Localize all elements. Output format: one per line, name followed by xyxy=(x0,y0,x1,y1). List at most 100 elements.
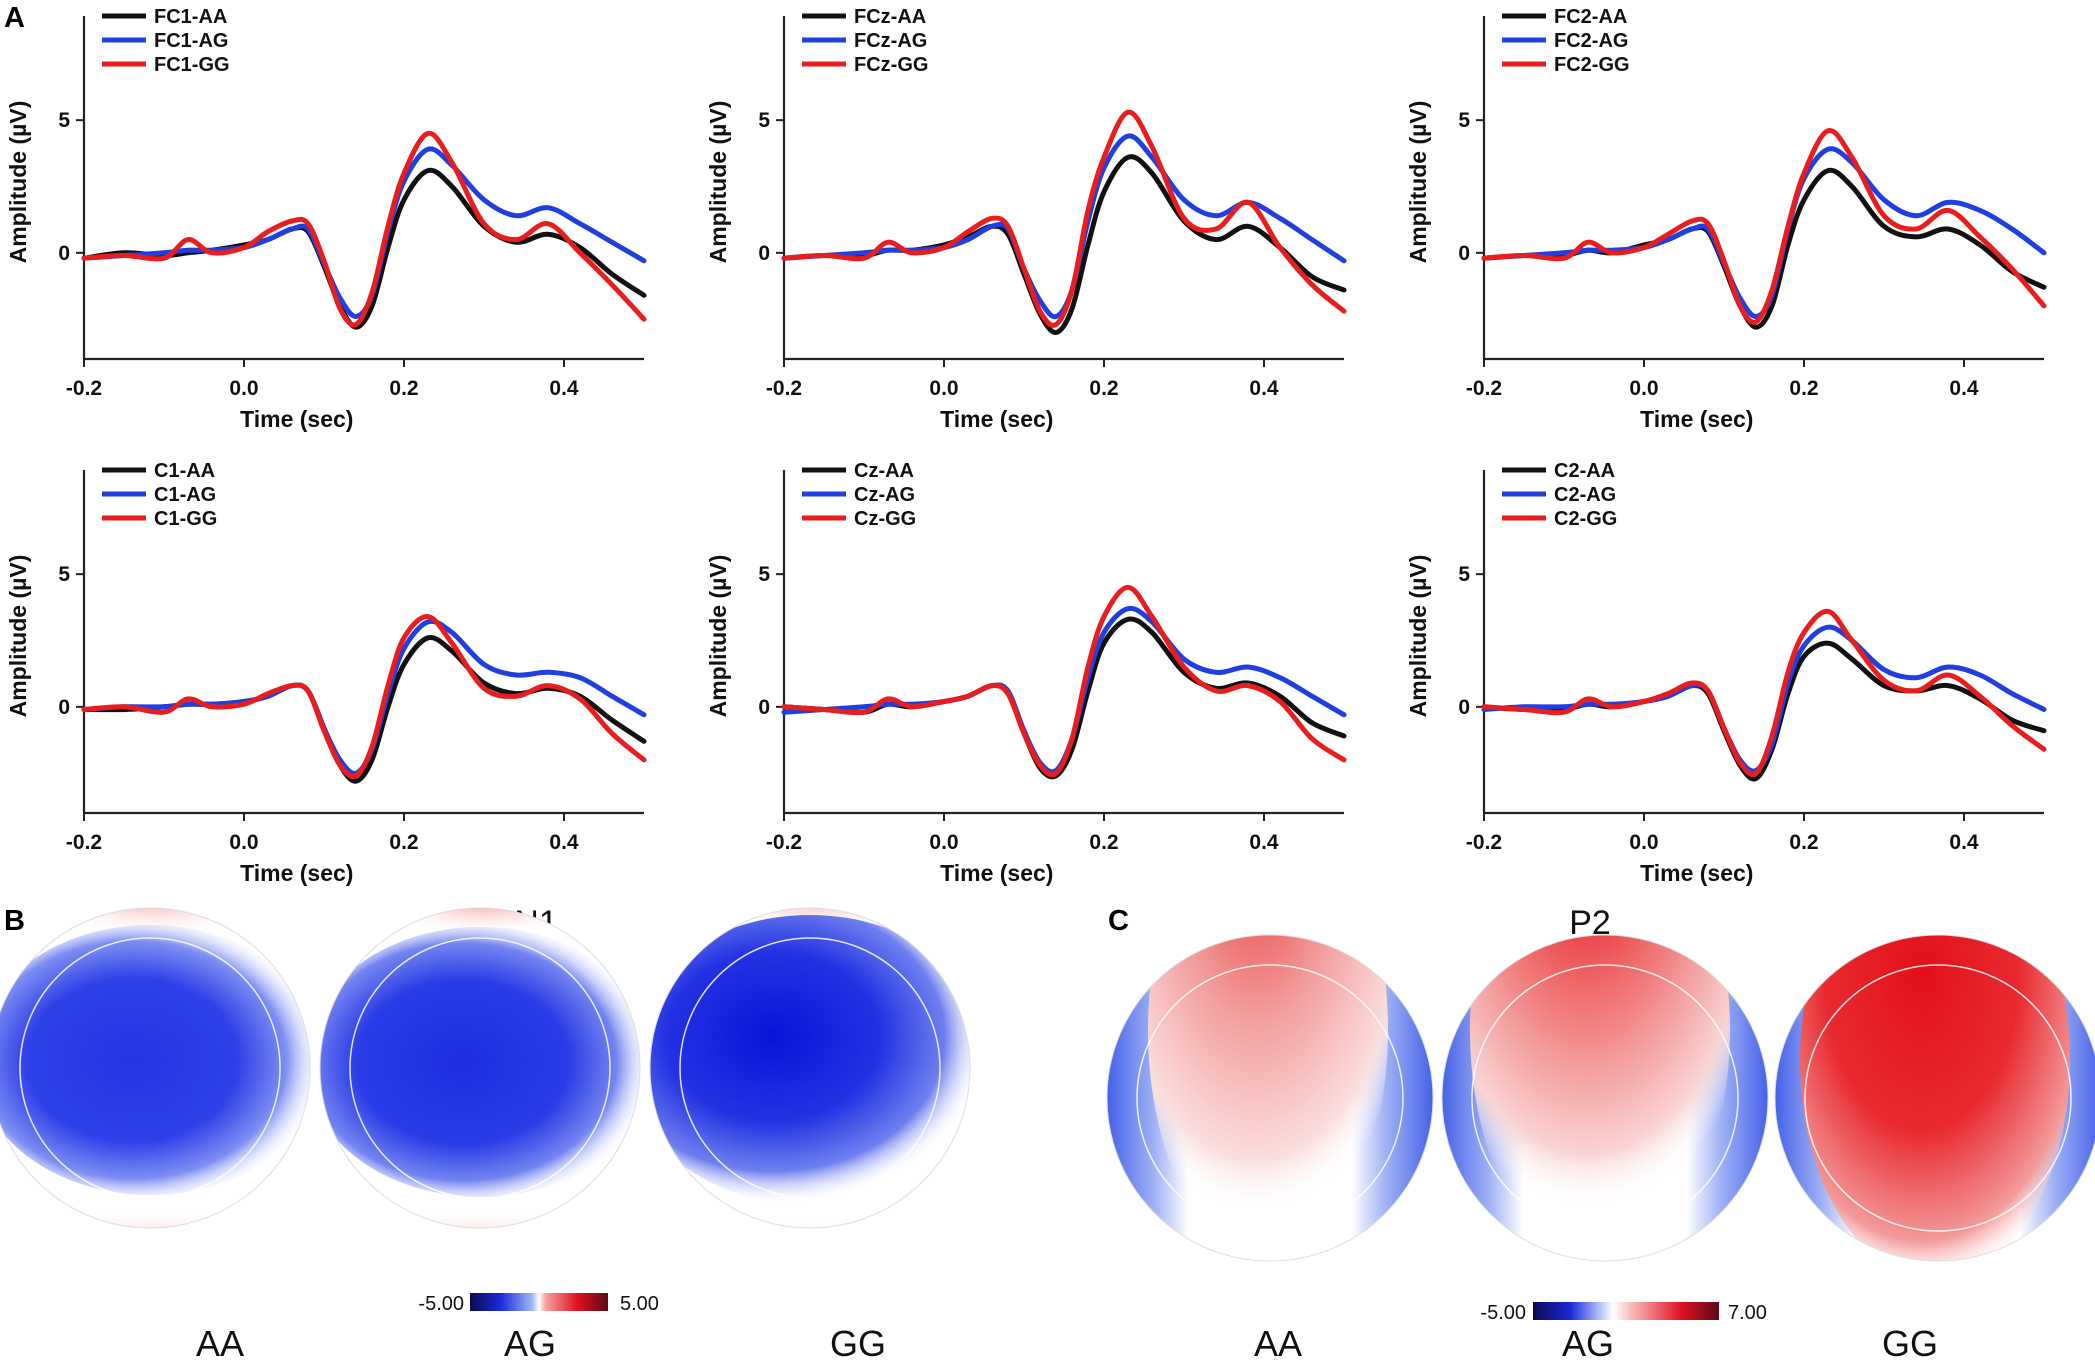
y-tick-label: 5 xyxy=(1458,109,1470,132)
series-line-fc1-aa xyxy=(81,167,647,330)
series-line-fc2-gg xyxy=(1481,128,2047,325)
x-tick-label: 0.0 xyxy=(929,831,958,854)
topomap-p2-label-ag: AG xyxy=(1562,1323,1614,1360)
legend-label: FC1-AA xyxy=(154,6,227,28)
x-tick-label: 0.4 xyxy=(549,377,579,400)
legend-label: FCz-AG xyxy=(854,30,927,52)
x-axis-title: Time (sec) xyxy=(240,406,353,432)
y-tick-label: 0 xyxy=(1458,242,1470,265)
x-tick-label: -0.2 xyxy=(66,377,102,400)
colorbar-p2-max: 7.00 xyxy=(1728,1302,1767,1324)
y-tick-label: 5 xyxy=(758,109,770,132)
legend-label: Cz-AG xyxy=(854,484,915,506)
legend-label: FC2-GG xyxy=(1554,54,1630,76)
x-tick-label: 0.4 xyxy=(1949,831,1979,854)
erp-chart-fcz: -0.2 0.0 0.2 0.4 0 5 Time (sec) Amplitude (µV) F… xyxy=(705,6,1347,432)
x-tick-label: 0.2 xyxy=(389,831,418,854)
x-tick-label: 0.2 xyxy=(389,377,418,400)
legend-label: C1-AA xyxy=(154,460,215,482)
series-line-cz-gg xyxy=(781,584,1347,778)
erp-chart-c1: -0.2 0.0 0.2 0.4 0 5 Time (sec) Amplitude (µV) C… xyxy=(5,460,647,886)
legend-label: C1-AG xyxy=(154,484,216,506)
x-tick-label: -0.2 xyxy=(766,831,802,854)
colorbar-p2-min: -5.00 xyxy=(1480,1302,1526,1324)
topomap-p2-head-ag xyxy=(1442,935,1768,1261)
x-tick-label: 0.2 xyxy=(1089,831,1118,854)
legend-label: FC1-AG xyxy=(154,30,228,52)
colorbar-n1-min: -5.00 xyxy=(418,1293,464,1315)
topomap-n1-label-ag: AG xyxy=(504,1323,556,1360)
x-tick-label: -0.2 xyxy=(66,831,102,854)
legend-label: FCz-GG xyxy=(854,54,928,76)
x-tick-label: 0.0 xyxy=(229,831,258,854)
topomap-p2-head-gg xyxy=(1775,935,2095,1261)
legend-label: FC2-AG xyxy=(1554,30,1628,52)
y-tick-label: 0 xyxy=(1458,696,1470,719)
series-line-fcz-gg xyxy=(781,109,1347,328)
legend-label: C2-AG xyxy=(1554,484,1616,506)
erp-charts: -0.2 0.0 0.2 0.4 0 5 Time (sec) Amplitude (µV) F… xyxy=(5,6,2047,886)
y-axis-title: Amplitude (µV) xyxy=(705,101,731,264)
legend-label: C1-GG xyxy=(154,508,217,530)
x-tick-label: 0.2 xyxy=(1089,377,1118,400)
y-axis-title: Amplitude (µV) xyxy=(5,101,31,264)
x-tick-label: 0.0 xyxy=(1629,377,1658,400)
legend-label: Cz-AA xyxy=(854,460,914,482)
x-tick-label: 0.0 xyxy=(229,377,258,400)
series-line-c1-ag xyxy=(81,618,647,776)
x-tick-label: 0.0 xyxy=(929,377,958,400)
x-tick-label: 0.4 xyxy=(1949,377,1979,400)
series-line-c1-gg xyxy=(81,614,647,780)
y-tick-label: 5 xyxy=(758,563,770,586)
y-tick-label: 5 xyxy=(1458,563,1470,586)
panel-label-c: C xyxy=(1108,905,1129,937)
legend-label: FCz-AA xyxy=(854,6,926,28)
x-tick-label: 0.2 xyxy=(1789,831,1818,854)
topomap-n1-label-gg: GG xyxy=(830,1323,886,1360)
x-tick-label: -0.2 xyxy=(1466,377,1502,400)
y-axis-title: Amplitude (µV) xyxy=(705,555,731,718)
topomap-n1-label-aa: AA xyxy=(196,1323,244,1360)
topomap-n1-head-ag xyxy=(320,908,640,1228)
x-tick-label: -0.2 xyxy=(766,377,802,400)
colorbar-n1-max: 5.00 xyxy=(620,1293,659,1315)
topomap-n1: N1 AA AG GG -5.00 5.00 xyxy=(0,904,971,1360)
x-axis-title: Time (sec) xyxy=(940,860,1053,886)
x-axis-title: Time (sec) xyxy=(1640,406,1753,432)
x-axis-title: Time (sec) xyxy=(240,860,353,886)
y-axis-title: Amplitude (µV) xyxy=(5,555,31,718)
erp-chart-fc2: -0.2 0.0 0.2 0.4 0 5 Time (sec) Amplitude (µV) F… xyxy=(1405,6,2047,432)
y-tick-label: 0 xyxy=(58,242,70,265)
legend-label: FC1-GG xyxy=(154,54,230,76)
panel-label-a: A xyxy=(4,2,25,34)
y-axis-title: Amplitude (µV) xyxy=(1405,101,1431,264)
colorbar-p2 xyxy=(1533,1302,1719,1320)
x-tick-label: 0.4 xyxy=(1249,377,1279,400)
series-line-fcz-ag xyxy=(781,133,1347,320)
legend-label: FC2-AA xyxy=(1554,6,1627,28)
series-line-fc2-aa xyxy=(1481,167,2047,330)
x-tick-label: 0.4 xyxy=(549,831,579,854)
y-tick-label: 5 xyxy=(58,563,70,586)
legend-label: C2-GG xyxy=(1554,508,1617,530)
y-tick-label: 5 xyxy=(58,109,70,132)
legend-label: C2-AA xyxy=(1554,460,1615,482)
topomap-n1-head-aa xyxy=(0,908,310,1228)
topomap-p2: P2 AA AG GG -5.00 7.00 xyxy=(1106,904,2095,1360)
y-tick-label: 0 xyxy=(58,696,70,719)
series-line-c2-ag xyxy=(1481,624,2047,774)
topomap-p2-label-gg: GG xyxy=(1882,1323,1938,1360)
legend-label: Cz-GG xyxy=(854,508,916,530)
y-tick-label: 0 xyxy=(758,696,770,719)
x-tick-label: 0.4 xyxy=(1249,831,1279,854)
panel-label-b: B xyxy=(4,905,25,937)
x-tick-label: 0.2 xyxy=(1789,377,1818,400)
series-line-c2-gg xyxy=(1481,608,2047,777)
y-tick-label: 0 xyxy=(758,242,770,265)
erp-chart-c2: -0.2 0.0 0.2 0.4 0 5 Time (sec) Amplitude (µV) C… xyxy=(1405,460,2047,886)
x-axis-title: Time (sec) xyxy=(940,406,1053,432)
series-line-fc1-gg xyxy=(81,130,647,328)
x-tick-label: 0.0 xyxy=(1629,831,1658,854)
x-axis-title: Time (sec) xyxy=(1640,860,1753,886)
